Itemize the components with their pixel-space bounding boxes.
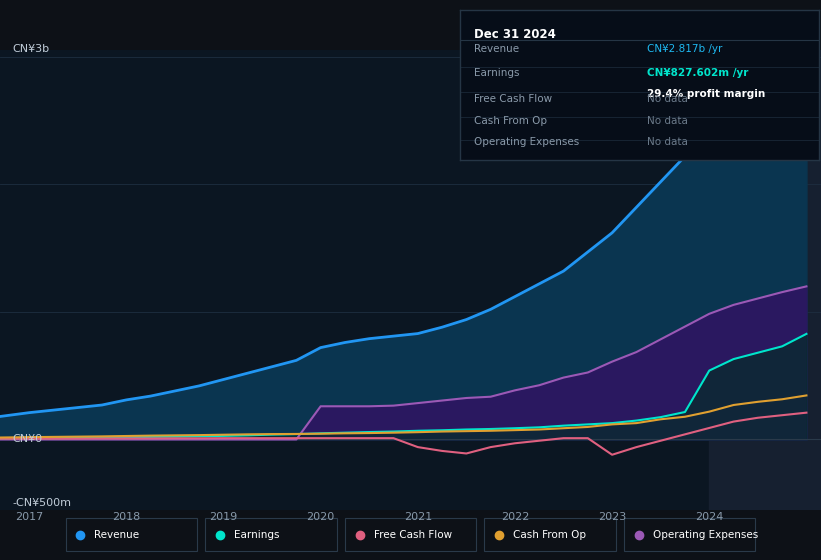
Text: Dec 31 2024: Dec 31 2024: [475, 28, 556, 41]
Text: CN¥3b: CN¥3b: [12, 44, 49, 54]
Text: 2019: 2019: [209, 512, 237, 522]
Text: Cash From Op: Cash From Op: [475, 116, 547, 127]
Text: Free Cash Flow: Free Cash Flow: [475, 94, 553, 104]
Text: No data: No data: [647, 137, 688, 147]
Text: Operating Expenses: Operating Expenses: [653, 530, 758, 540]
Text: CN¥0: CN¥0: [12, 435, 43, 445]
Text: Free Cash Flow: Free Cash Flow: [374, 530, 452, 540]
Text: 2024: 2024: [695, 512, 723, 522]
Text: Revenue: Revenue: [475, 44, 519, 54]
Bar: [709, 50, 821, 510]
Text: 2023: 2023: [598, 512, 626, 522]
Text: -CN¥500m: -CN¥500m: [12, 498, 71, 508]
Text: No data: No data: [647, 116, 688, 127]
Text: Cash From Op: Cash From Op: [513, 530, 586, 540]
Text: 2017: 2017: [15, 512, 44, 522]
Text: CN¥827.602m /yr: CN¥827.602m /yr: [647, 68, 748, 78]
Text: Earnings: Earnings: [234, 530, 279, 540]
Text: Operating Expenses: Operating Expenses: [475, 137, 580, 147]
Text: 2018: 2018: [112, 512, 140, 522]
Text: No data: No data: [647, 94, 688, 104]
Text: 2022: 2022: [501, 512, 529, 522]
Text: Revenue: Revenue: [94, 530, 140, 540]
Text: CN¥2.817b /yr: CN¥2.817b /yr: [647, 44, 722, 54]
Text: 29.4% profit margin: 29.4% profit margin: [647, 90, 765, 100]
Text: 2020: 2020: [306, 512, 335, 522]
Text: 2021: 2021: [404, 512, 432, 522]
Text: Earnings: Earnings: [475, 68, 520, 78]
